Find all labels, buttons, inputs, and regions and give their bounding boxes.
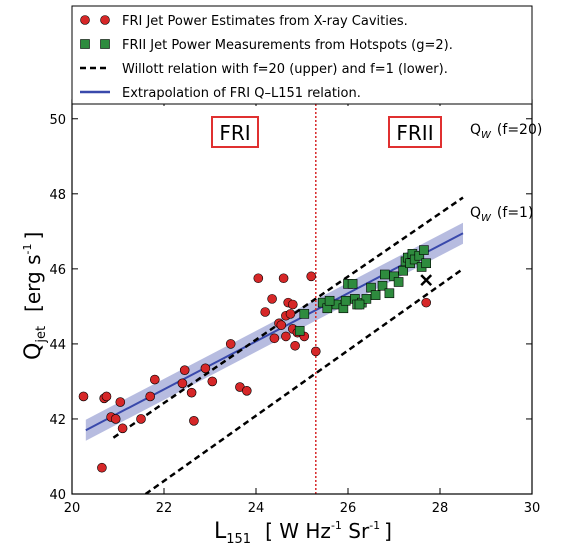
fr1-point	[186, 387, 197, 398]
x-axis-label: L151[ W Hz-1 Sr-1]	[214, 519, 392, 546]
x-tick-label: 22	[156, 501, 173, 516]
fr2-point	[294, 325, 305, 336]
fr1-point	[117, 423, 128, 434]
legend-swatch-circle	[80, 15, 90, 25]
fr1-point	[267, 294, 277, 304]
fr2-point	[421, 258, 432, 269]
fr1-point	[78, 391, 89, 402]
fr2-region-label: FRII	[396, 121, 433, 145]
fr1-point	[269, 333, 280, 344]
y-tick-label: 40	[49, 488, 66, 503]
fr2-point	[354, 299, 365, 310]
fr1-point	[225, 339, 236, 349]
legend-label: Extrapolation of FRI Q–L151 relation.	[122, 86, 361, 101]
fr2-point	[379, 269, 390, 280]
fr2-point	[384, 288, 395, 299]
fr1-point	[287, 299, 298, 310]
fr1-point	[281, 331, 291, 342]
fr2-point	[340, 295, 351, 306]
legend-swatch-circle	[100, 15, 110, 25]
y-tick-label: 48	[49, 188, 66, 203]
outlier-cross-marker	[420, 274, 433, 286]
fr2-point	[370, 290, 381, 300]
fr1-point	[97, 462, 107, 473]
fr1-point	[276, 320, 287, 330]
y-axis-label-group: Qjet[erg s-1]	[21, 232, 49, 360]
fr1-region-label: FRI	[219, 121, 250, 145]
legend-layer: FRI Jet Power Estimates from X-ray Cavit…	[71, 5, 533, 105]
fr1-point	[110, 414, 121, 424]
legend-label: FRI Jet Power Estimates from X-ray Cavit…	[122, 14, 408, 29]
fr2-point	[299, 309, 310, 319]
y-tick-label: 44	[49, 338, 66, 353]
y-axis-label: Qjet[erg s-1]	[21, 232, 49, 360]
fr1-point	[278, 273, 289, 284]
fr1-point	[177, 378, 188, 389]
legend-swatch-square	[100, 39, 110, 49]
y-tick-label: 50	[49, 113, 66, 128]
fr1-point	[115, 397, 126, 407]
fr1-point	[253, 273, 264, 284]
fr1-point	[242, 386, 252, 396]
fr2-label-box	[388, 116, 442, 148]
marks-layer	[78, 245, 433, 473]
fr1-point	[207, 376, 218, 387]
fr1-point	[260, 307, 271, 317]
fr1-point	[101, 391, 112, 402]
fr1-label-box	[211, 116, 259, 148]
fr1-point	[145, 391, 155, 402]
fr1-point	[136, 414, 146, 424]
fr1-point	[189, 416, 199, 426]
fr2-point	[347, 279, 358, 289]
fr1-point	[421, 297, 432, 308]
fr1-point	[306, 271, 317, 282]
willott-lower-line	[144, 267, 464, 494]
legend-label: Willott relation with f=20 (upper) and f…	[122, 62, 448, 77]
fr2-point	[324, 295, 335, 306]
plot-frame	[71, 99, 533, 495]
fr1-point	[290, 340, 300, 351]
fr2-point	[419, 245, 429, 255]
y-tick-label: 42	[49, 413, 66, 428]
x-tick-label: 28	[432, 501, 449, 516]
fr1-point	[200, 363, 211, 374]
legend-box	[71, 5, 533, 105]
fr1-point	[179, 365, 190, 375]
fr1-point	[310, 346, 321, 357]
fr2-point	[398, 265, 409, 276]
willott-lower-label: QW (f=1)	[470, 205, 533, 224]
fr1-point	[150, 374, 160, 385]
x-tick-label: 24	[248, 501, 265, 516]
y-tick-label: 46	[49, 263, 66, 278]
fr2-point	[393, 277, 404, 287]
axes-layer: FRI FRII QW (f=20)QW (f=1)20 22 24 26 28 30404244…	[21, 99, 542, 547]
x-tick-label: 26	[340, 501, 357, 516]
x-tick-label: 20	[64, 501, 81, 516]
x-tick-label: 30	[524, 501, 541, 516]
fr2-point	[377, 280, 388, 291]
legend-label: FRII Jet Power Measurements from Hotspot…	[122, 38, 453, 53]
fr1-point	[285, 309, 296, 319]
legend-swatch-square	[80, 39, 90, 49]
